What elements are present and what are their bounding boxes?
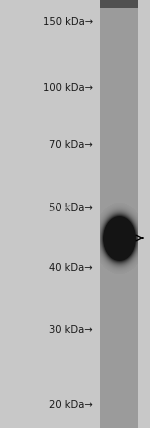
Text: 50 kDa→: 50 kDa→ [49, 203, 93, 213]
Text: 40 kDa→: 40 kDa→ [49, 263, 93, 273]
Text: 70 kDa→: 70 kDa→ [49, 140, 93, 150]
Text: 100 kDa→: 100 kDa→ [43, 83, 93, 93]
Text: 20 kDa→: 20 kDa→ [49, 400, 93, 410]
Text: www.
PTLAB
.COM: www. PTLAB .COM [34, 178, 76, 222]
Text: 30 kDa→: 30 kDa→ [49, 325, 93, 335]
Text: 150 kDa→: 150 kDa→ [43, 17, 93, 27]
